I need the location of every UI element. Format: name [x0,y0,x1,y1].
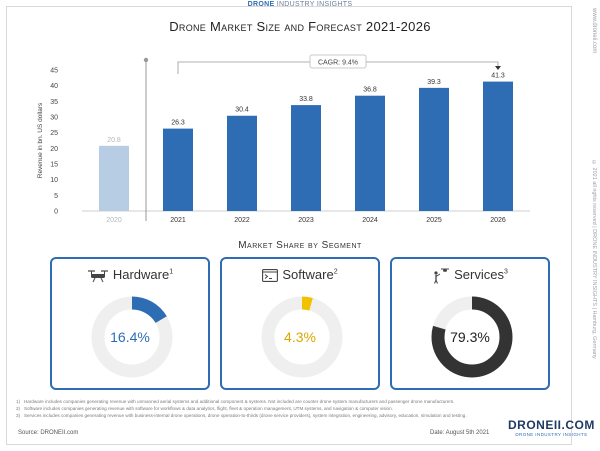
x-tick-label: 2021 [170,217,186,224]
cagr-box [309,54,367,69]
page-frame [6,6,572,445]
y-tick-label: 35 [50,99,58,106]
segment-section-title: Market Share by Segment [238,240,362,251]
x-tick-label: 2023 [298,217,314,224]
cagr-label: CAGR: 9.4% [318,60,358,67]
bar-2021 [163,128,193,211]
brand-header: DRONE INDUSTRY INSIGHTS [247,1,353,8]
date-text: Date: August 5th 2021 [430,430,490,436]
segment-card-hardware: Hardware1 16.4% [50,257,210,390]
y-tick-label: 15 [50,162,58,169]
side-url: www.droneii.com [591,8,597,54]
segment-name: Software [282,267,334,282]
bar-value-label: 20.8 [107,137,121,144]
donut-chart-services [431,296,513,378]
segment-share-label: 16.4% [110,329,150,345]
segment-name: Services [454,267,504,282]
x-tick-label: 2025 [426,217,442,224]
x-tick-label: 2026 [490,217,506,224]
forecast-divider-dot [143,57,149,63]
bar-2023 [291,105,321,211]
y-axis-label: Revenue in bn. US dollars [37,102,44,178]
bar-value-label: 39.3 [427,79,441,86]
donut-chart-hardware [91,296,173,378]
bar-2020 [99,145,129,211]
bar-2022 [227,115,257,211]
segment-card-header: Hardware1 [52,267,208,283]
footnote-3: 3) Services includes companies generatin… [16,413,467,418]
donut-slice-services [431,296,513,378]
bar-2024 [355,95,385,211]
bar-value-label: 41.3 [491,73,505,80]
y-tick-label: 5 [54,193,58,200]
segment-card-header: Software2 [222,267,378,283]
y-tick-label: 40 [50,83,58,90]
person-drone-icon [434,268,450,284]
y-tick-label: 0 [54,209,58,216]
y-tick-label: 10 [50,177,58,184]
bar-value-label: 33.8 [299,96,313,103]
segment-name: Hardware [112,267,170,282]
side-copyright: © 2021 all rights reserved | DRONE INDUS… [591,160,597,359]
source-text: Source: DRONEII.com [18,430,79,436]
donut-slice-hardware [91,296,173,378]
terminal-icon [262,269,279,283]
segment-card-services: Services3 79.3% [390,257,550,390]
y-tick-label: 20 [50,146,58,153]
donut-chart-software [261,296,343,378]
y-tick-label: 30 [50,115,58,122]
donut-slice-software [261,296,343,378]
drone-icon [87,269,108,282]
x-tick-label: 2022 [234,217,250,224]
bar-value-label: 36.8 [363,87,377,94]
x-tick-label: 2020 [106,217,122,224]
footnotes: 1) Hardware includes companies generatin… [16,398,556,419]
footnote-1: 1) Hardware includes companies generatin… [16,399,455,404]
segment-share-label: 4.3% [284,329,316,345]
bar-2026 [483,81,513,212]
segment-card-header: Services3 [392,267,548,284]
bar-2025 [419,87,449,211]
x-tick-label: 2024 [362,217,378,224]
footnote-2: 2) Software includes companies generatin… [16,406,393,411]
segment-share-label: 79.3% [450,329,490,345]
segment-card-software: Software2 4.3% [220,257,380,390]
droneii-logo: DRONEII.COM DRONE INDUSTRY INSIGHTS [508,418,595,437]
logo-tagline: DRONE INDUSTRY INSIGHTS [515,432,588,437]
y-tick-label: 25 [50,130,58,137]
logo-wordmark: DRONEII.COM [508,418,595,432]
cagr-arrow [495,66,501,70]
chart-title: Drone Market Size and Forecast 2021-2026 [169,19,431,34]
bar-value-label: 26.3 [171,120,185,127]
bar-value-label: 30.4 [235,107,249,114]
y-tick-label: 45 [50,68,58,75]
